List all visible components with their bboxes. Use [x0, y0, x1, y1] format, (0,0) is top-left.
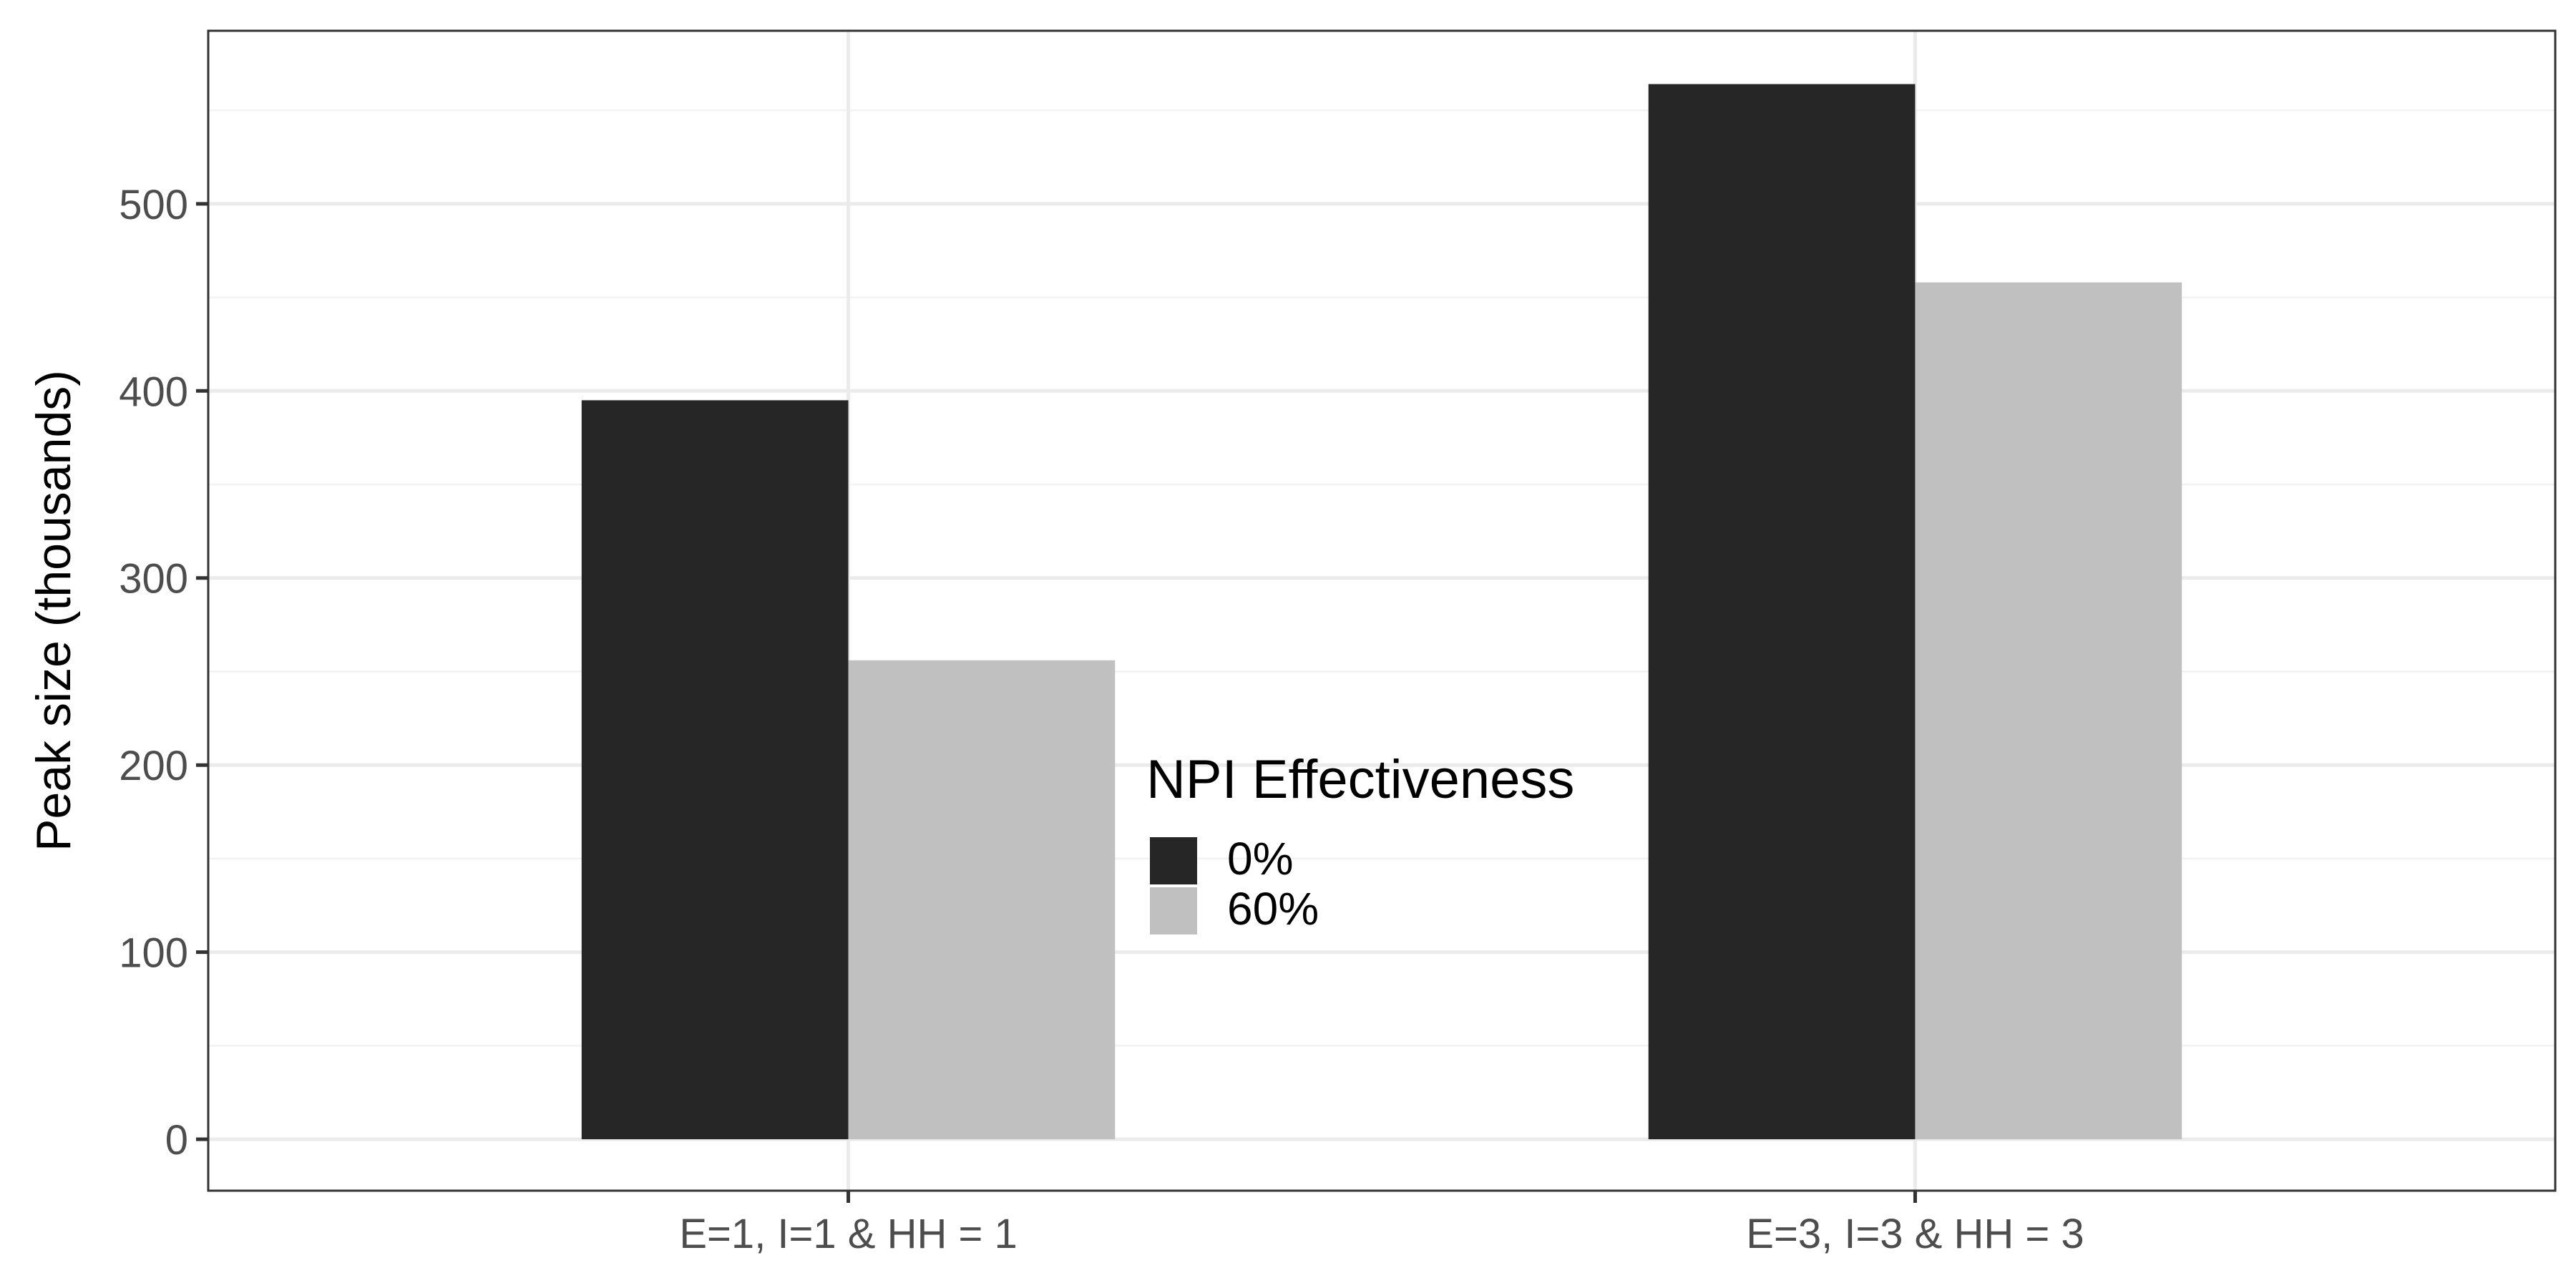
y-axis-ticks: 0 100 200 300 400 500 — [119, 182, 208, 1163]
legend-label: 60% — [1227, 883, 1319, 935]
y-tick-label: 400 — [119, 369, 188, 415]
y-tick-label: 200 — [119, 743, 188, 789]
y-tick-label: 500 — [119, 182, 188, 228]
bars — [581, 84, 2182, 1140]
bar — [1915, 282, 2182, 1140]
x-axis-ticks: E=1, I=1 & HH = 1 E=3, I=3 & HH = 3 — [679, 1191, 2084, 1257]
legend-items: 0%60% — [1150, 833, 1319, 935]
bar — [848, 660, 1116, 1140]
y-tick-label: 300 — [119, 556, 188, 602]
legend-label: 0% — [1227, 833, 1294, 884]
legend-title: NPI Effectiveness — [1146, 749, 1574, 810]
legend-swatch — [1150, 887, 1197, 935]
y-tick-label: 0 — [165, 1117, 188, 1163]
x-tick-label: E=3, I=3 & HH = 3 — [1746, 1211, 2084, 1257]
bar — [581, 400, 849, 1140]
y-axis-title: Peak size (thousands) — [26, 370, 81, 852]
y-tick-label: 100 — [119, 930, 188, 977]
panel-border — [207, 29, 2557, 1192]
legend: NPI Effectiveness 0%60% — [1146, 749, 1574, 935]
bar — [1648, 84, 1916, 1140]
x-tick-label: E=1, I=1 & HH = 1 — [679, 1211, 1017, 1257]
legend-swatch — [1150, 837, 1197, 884]
